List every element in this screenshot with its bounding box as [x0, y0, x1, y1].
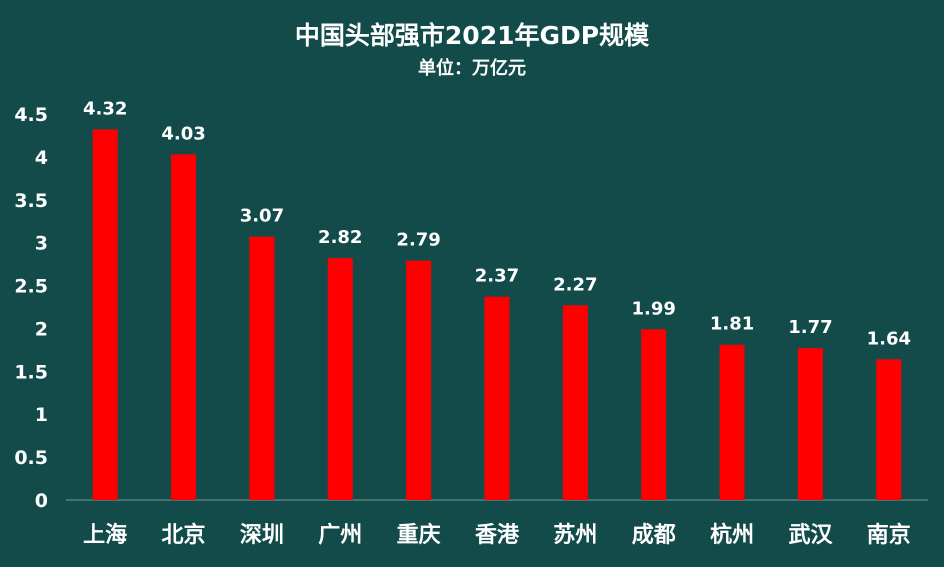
- bar-9: [719, 344, 745, 500]
- chart-title: 中国头部强市2021年GDP规模: [294, 21, 650, 50]
- category-label: 北京: [162, 522, 206, 548]
- data-label: 2.82: [318, 227, 362, 248]
- category-label: 上海: [83, 522, 127, 548]
- category-label: 南京: [867, 522, 911, 548]
- data-label: 1.77: [788, 317, 832, 338]
- category-label: 武汉: [788, 523, 833, 548]
- y-tick-label: 4: [35, 147, 48, 169]
- bar-7: [562, 305, 588, 500]
- bar-6: [484, 296, 510, 500]
- category-label: 深圳: [240, 523, 284, 548]
- data-label: 2.27: [553, 274, 597, 295]
- category-label: 苏州: [553, 522, 597, 548]
- y-tick-label: 3.5: [14, 190, 48, 212]
- category-label: 重庆: [397, 522, 441, 548]
- data-label: 1.99: [632, 298, 676, 319]
- data-label: 2.79: [396, 230, 440, 251]
- category-label: 香港: [475, 523, 520, 548]
- data-label: 1.64: [867, 328, 911, 349]
- category-label: 成都: [632, 523, 676, 548]
- y-tick-label: 3: [35, 233, 48, 255]
- y-tick-label: 0.5: [14, 447, 48, 469]
- y-tick-label: 4.5: [14, 104, 48, 126]
- data-label: 1.81: [710, 314, 754, 335]
- bar-4: [327, 258, 353, 500]
- bar-3: [249, 236, 275, 500]
- data-label: 4.32: [83, 98, 127, 119]
- y-tick-label: 1: [35, 404, 48, 426]
- y-tick-label: 2: [35, 318, 48, 340]
- category-label: 广州: [318, 522, 362, 548]
- category-label: 杭州: [710, 522, 754, 548]
- data-label: 2.37: [475, 266, 519, 287]
- data-label: 3.07: [240, 206, 284, 227]
- bar-1: [92, 129, 118, 500]
- bar-11: [876, 359, 902, 500]
- data-label: 4.03: [161, 123, 205, 144]
- bar-8: [641, 329, 667, 500]
- y-tick-label: 1.5: [14, 361, 48, 383]
- y-tick-label: 2.5: [14, 276, 48, 298]
- bar-10: [797, 348, 823, 500]
- y-tick-label: 0: [35, 490, 48, 512]
- chart-subtitle: 单位：万亿元: [418, 58, 526, 79]
- bar-2: [171, 154, 197, 500]
- bar-5: [406, 260, 432, 500]
